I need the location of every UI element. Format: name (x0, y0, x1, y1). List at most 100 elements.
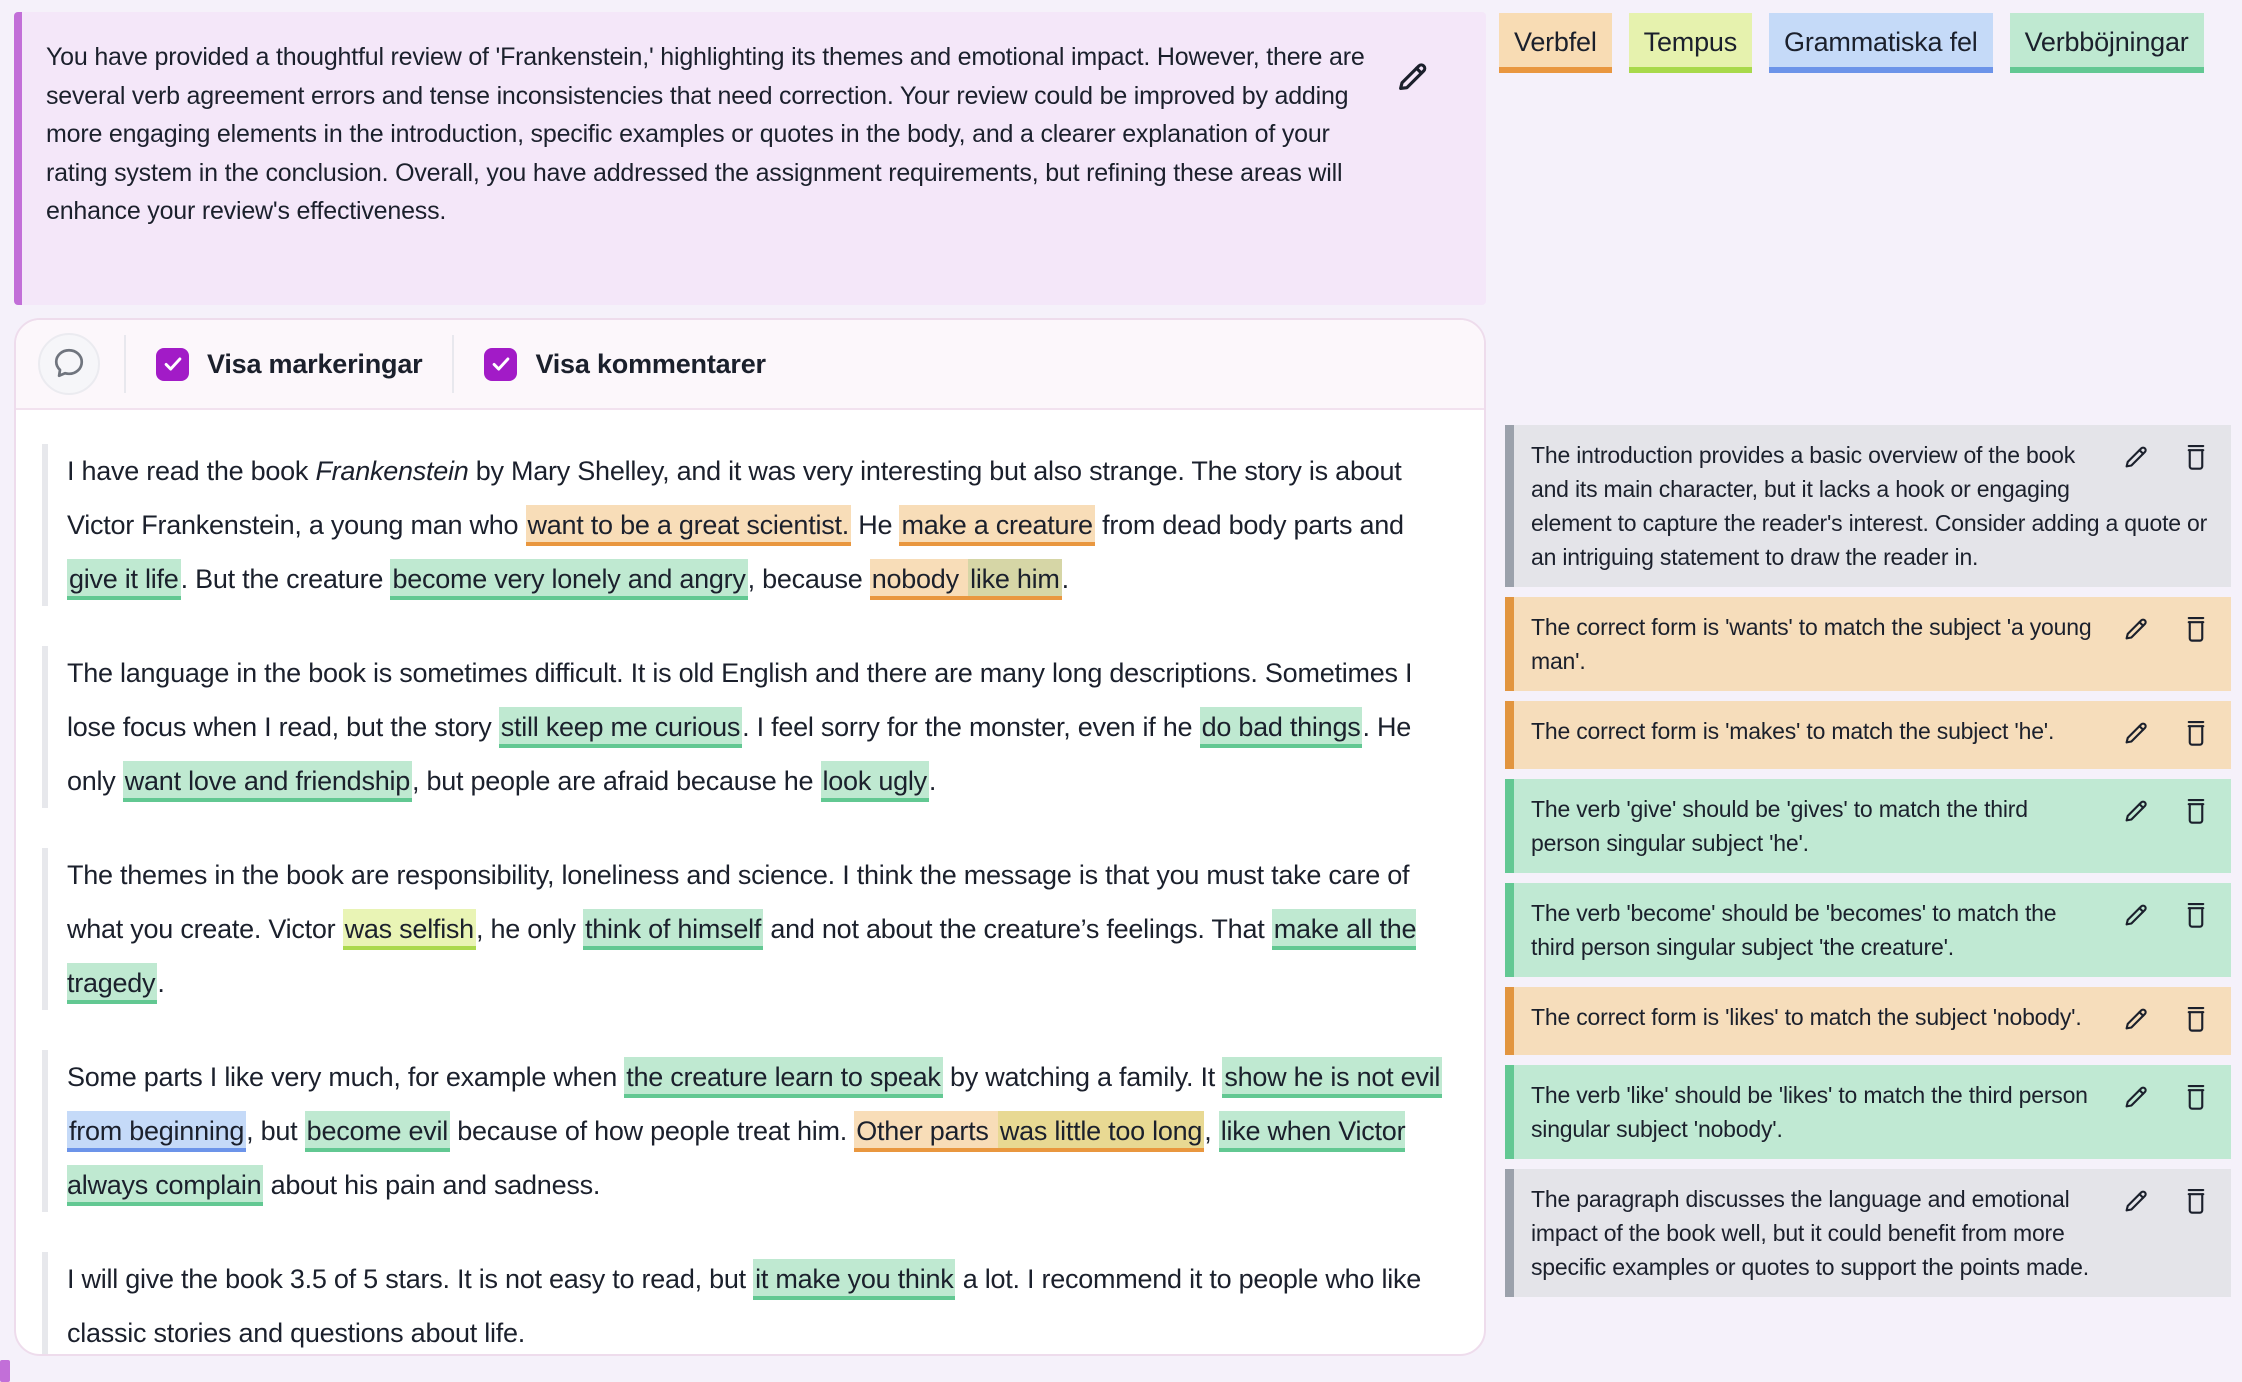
essay-text: The language in the book is sometimes di… (67, 658, 1413, 742)
essay-text: by Mary Shelley, and it was very interes… (67, 456, 1402, 540)
comment-card: The introduction provides a basic overvi… (1505, 425, 2231, 587)
comment-card-actions (2121, 718, 2211, 748)
highlight-verb[interactable]: show he is not evil (1222, 1057, 1443, 1098)
toggle-visa-kommentarer[interactable]: Visa kommentarer (478, 347, 771, 381)
comment-card: The correct form is 'likes' to match the… (1505, 987, 2231, 1055)
feedback-summary-text: You have provided a thoughtful review of… (46, 43, 1365, 225)
essay-text: Some parts I like very much, for example… (67, 1062, 625, 1092)
highlight-gram[interactable]: from beginning (67, 1111, 247, 1152)
highlight-verb[interactable]: it make you think (753, 1259, 956, 1300)
highlight-verb[interactable]: do bad things (1199, 707, 1363, 748)
highlight-verbfel[interactable]: nobody (869, 559, 969, 600)
add-comment-button[interactable] (38, 333, 100, 395)
edit-comment-icon[interactable] (2121, 1186, 2151, 1216)
comment-card-actions (2121, 1082, 2211, 1112)
edit-comment-icon[interactable] (2121, 1004, 2151, 1034)
essay-text: , but (246, 1116, 305, 1146)
comment-card-actions (2121, 442, 2211, 472)
edit-comment-icon[interactable] (2121, 796, 2151, 826)
essay-paragraph: The language in the book is sometimes di… (42, 646, 1454, 808)
next-section-accent (0, 1360, 10, 1382)
toggle-visa-markeringar[interactable]: Visa markeringar (150, 347, 428, 381)
essay-text: , because (747, 564, 870, 594)
comment-text: The paragraph discusses the language and… (1531, 1186, 2089, 1280)
highlight-verb[interactable]: look ugly (820, 761, 929, 802)
essay-text: He (850, 510, 900, 540)
toggle-label: Visa markeringar (207, 348, 423, 379)
essay-paragraph: Some parts I like very much, for example… (42, 1050, 1454, 1212)
essay-text: . He only (67, 712, 1411, 796)
highlight-verb[interactable]: give it life (67, 559, 181, 600)
essay-text: , (1204, 1116, 1219, 1146)
checkbox-checked-icon[interactable] (484, 347, 518, 381)
comments-column: The introduction provides a basic overvi… (1505, 425, 2231, 1382)
essay-paragraph: I will give the book 3.5 of 5 stars. It … (42, 1252, 1454, 1354)
delete-comment-icon[interactable] (2181, 718, 2211, 748)
comment-card-actions (2121, 1004, 2211, 1034)
comment-text: The verb 'become' should be 'becomes' to… (1531, 900, 2057, 960)
delete-comment-icon[interactable] (2181, 614, 2211, 644)
essay-text: The themes in the book are responsibilit… (67, 860, 1410, 944)
edit-comment-icon[interactable] (2121, 442, 2151, 472)
highlight-verbfel_verb[interactable]: like him (968, 559, 1062, 600)
highlight-verbfel[interactable]: want to be a great scientist. (525, 505, 851, 546)
essay-text: . (928, 766, 937, 796)
legend-tag-verbfel[interactable]: Verbfel (1499, 13, 1612, 73)
delete-comment-icon[interactable] (2181, 1004, 2211, 1034)
edit-feedback-button[interactable] (1390, 56, 1434, 100)
highlight-verbfel[interactable]: Other parts (854, 1111, 998, 1152)
essay-text: and not about the creature’s feelings. T… (763, 914, 1272, 944)
edit-comment-icon[interactable] (2121, 614, 2151, 644)
comment-text: The introduction provides a basic overvi… (1531, 442, 2208, 570)
highlight-verb[interactable]: become evil (304, 1111, 450, 1152)
toggle-label: Visa kommentarer (535, 348, 766, 379)
highlight-verbfel_tempus[interactable]: was little too long (997, 1111, 1205, 1152)
essay-toolbar: Visa markeringar Visa kommentarer (16, 320, 1484, 410)
highlight-verb[interactable]: still keep me curious (498, 707, 743, 748)
highlight-tempus[interactable]: was selfish (342, 909, 476, 950)
edit-comment-icon[interactable] (2121, 718, 2151, 748)
highlight-verb[interactable]: think of himself (583, 909, 764, 950)
comment-card: The paragraph discusses the language and… (1505, 1169, 2231, 1297)
comment-text: The verb 'give' should be 'gives' to mat… (1531, 796, 2028, 856)
essay-text: I will give the book 3.5 of 5 stars. It … (67, 1264, 754, 1294)
essay-paragraph: I have read the book Frankenstein by Mar… (42, 444, 1454, 606)
essay-text: from dead body parts and (1094, 510, 1404, 540)
comment-card: The correct form is 'makes' to match the… (1505, 701, 2231, 769)
delete-comment-icon[interactable] (2181, 1082, 2211, 1112)
toolbar-divider (124, 335, 126, 393)
highlight-verb[interactable]: want love and friendship (122, 761, 412, 802)
comment-text: The correct form is 'makes' to match the… (1531, 718, 2055, 744)
legend: Verbfel Tempus Grammatiska fel Verbböjninga… (1499, 13, 2204, 73)
pencil-icon (1391, 56, 1433, 101)
essay-text: , but people are afraid because he (411, 766, 821, 796)
delete-comment-icon[interactable] (2181, 796, 2211, 826)
essay-text: . I feel sorry for the monster, even if … (742, 712, 1200, 742)
delete-comment-icon[interactable] (2181, 442, 2211, 472)
comment-card-actions (2121, 614, 2211, 644)
legend-tag-tempus[interactable]: Tempus (1628, 13, 1753, 73)
highlight-verb[interactable]: the creature learn to speak (624, 1057, 943, 1098)
edit-comment-icon[interactable] (2121, 1082, 2151, 1112)
comment-card-actions (2121, 796, 2211, 826)
comment-text: The correct form is 'likes' to match the… (1531, 1004, 2082, 1030)
essay-text: a lot. I recommend it to people who like… (67, 1264, 1421, 1348)
essay-text: Frankenstein (315, 456, 469, 486)
highlight-verb[interactable]: become very lonely and angry (390, 559, 748, 600)
comment-card: The verb 'give' should be 'gives' to mat… (1505, 779, 2231, 873)
delete-comment-icon[interactable] (2181, 900, 2211, 930)
essay-text: . (1061, 564, 1070, 594)
legend-tag-gram[interactable]: Grammatiska fel (1769, 13, 1993, 73)
delete-comment-icon[interactable] (2181, 1186, 2211, 1216)
essay-text: I have read the book (67, 456, 316, 486)
highlight-verbfel[interactable]: make a creature (899, 505, 1095, 546)
checkbox-checked-icon[interactable] (156, 347, 189, 381)
essay-text: by watching a family. It (942, 1062, 1223, 1092)
toolbar-divider (452, 335, 455, 393)
essay-text: . (157, 968, 165, 998)
comment-text: The correct form is 'wants' to match the… (1531, 614, 2092, 674)
edit-comment-icon[interactable] (2121, 900, 2151, 930)
comment-card-actions (2121, 900, 2211, 930)
essay-text: , he only (475, 914, 584, 944)
legend-tag-verb[interactable]: Verbböjningar (2009, 13, 2204, 73)
